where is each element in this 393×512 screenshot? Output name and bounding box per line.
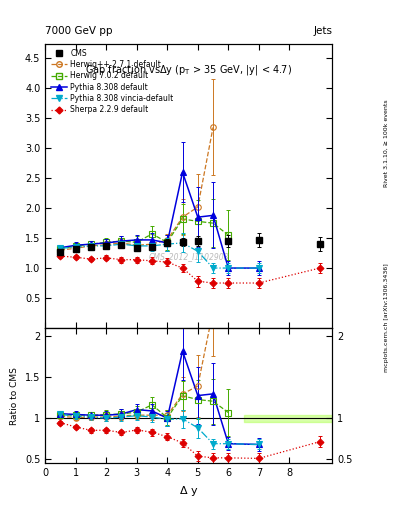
Text: Jets: Jets [313, 26, 332, 36]
Text: mcplots.cern.ch [arXiv:1306.3436]: mcplots.cern.ch [arXiv:1306.3436] [384, 263, 389, 372]
Text: Gap fraction vs$\Delta$y (p$_\mathregular{T}$ > 35 GeV, |y| < 4.7): Gap fraction vs$\Delta$y (p$_\mathregula… [85, 63, 292, 77]
Text: 7000 GeV pp: 7000 GeV pp [45, 26, 113, 36]
Y-axis label: Ratio to CMS: Ratio to CMS [10, 367, 19, 424]
Text: Rivet 3.1.10, ≥ 100k events: Rivet 3.1.10, ≥ 100k events [384, 99, 389, 187]
X-axis label: $\Delta$ y: $\Delta$ y [179, 484, 198, 498]
Text: CMS_2012_I1102908: CMS_2012_I1102908 [149, 252, 229, 261]
Legend: CMS, Herwig++ 2.7.1 default, Herwig 7.0.2 default, Pythia 8.308 default, Pythia : CMS, Herwig++ 2.7.1 default, Herwig 7.0.… [49, 47, 175, 116]
